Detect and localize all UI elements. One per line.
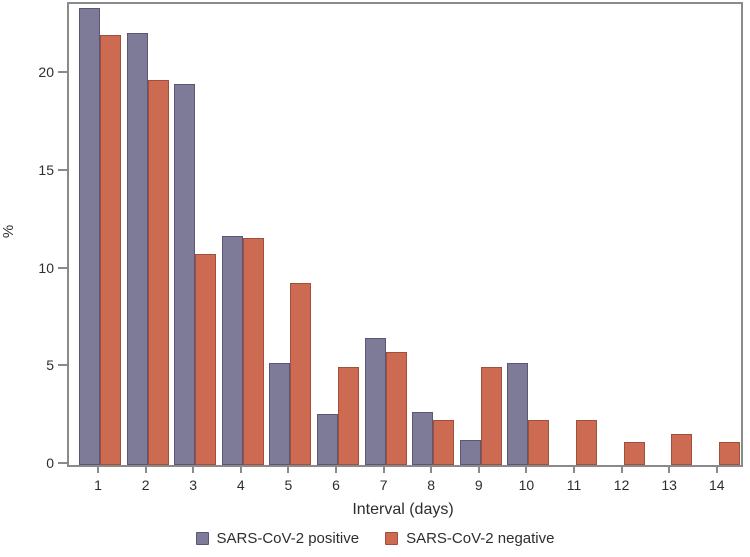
bar-negative-7: [385, 352, 407, 465]
x-tick-mark-1: [97, 465, 99, 473]
y-tick-label-0: 0: [46, 455, 54, 471]
plot-area: [67, 2, 743, 467]
bar-positive-4: [221, 236, 243, 465]
x-tick-mark-12: [620, 465, 623, 473]
bar-negative-6: [338, 367, 359, 465]
x-tick-mark-6: [335, 465, 337, 473]
y-tick-label-10: 10: [38, 259, 54, 276]
y-tick-mark-10: [58, 266, 67, 269]
y-tick-mark-20: [58, 71, 67, 74]
x-tick-label-11: 11: [566, 477, 582, 493]
bar-negative-13: [671, 434, 693, 465]
y-tick-mark-0: [58, 462, 67, 464]
bar-negative-9: [480, 367, 502, 465]
bar-negative-8: [433, 420, 455, 465]
x-tick-mark-7: [382, 465, 385, 473]
legend-label-positive: SARS-CoV-2 positive: [216, 530, 360, 547]
x-tick-label-5: 5: [284, 477, 293, 493]
bar-negative-12: [623, 442, 645, 465]
legend: SARS-CoV-2 positive SARS-CoV-2 negative: [0, 530, 750, 547]
x-tick-label-10: 10: [518, 477, 535, 493]
y-axis-title-text: %: [0, 224, 18, 238]
x-tick-mark-8: [430, 465, 433, 473]
x-tick-label-8: 8: [427, 477, 436, 493]
x-axis-title: Interval (days): [352, 501, 454, 518]
bar-positive-3: [174, 84, 196, 465]
bar-positive-7: [364, 338, 386, 465]
x-tick-mark-10: [525, 465, 528, 473]
x-tick-mark-11: [573, 465, 575, 473]
x-tick-mark-13: [668, 465, 671, 473]
x-tick-mark-14: [715, 465, 718, 473]
bar-negative-5: [290, 283, 312, 465]
y-tick-mark-5: [58, 364, 67, 367]
bar-positive-5: [269, 363, 291, 465]
x-tick-label-9: 9: [474, 477, 483, 493]
y-tick-label-5: 5: [46, 357, 54, 374]
x-tick-label-12: 12: [613, 477, 630, 493]
x-tick-mark-4: [239, 465, 242, 473]
bar-negative-4: [242, 238, 264, 465]
x-tick-label-6: 6: [332, 477, 340, 493]
x-tick-mark-5: [287, 465, 290, 473]
x-tick-mark-9: [477, 465, 480, 473]
bar-negative-2: [147, 80, 169, 465]
x-tick-label-1: 1: [94, 477, 102, 493]
y-axis-title: %: [0, 216, 21, 246]
bar-positive-8: [412, 412, 434, 465]
x-tick-label-13: 13: [661, 477, 677, 493]
bar-positive-9: [459, 440, 481, 465]
x-tick-label-4: 4: [236, 477, 245, 493]
y-tick-label-20: 20: [38, 64, 54, 81]
legend-label-negative: SARS-CoV-2 negative: [406, 530, 555, 547]
y-tick-mark-15: [58, 168, 67, 171]
legend-item-negative: SARS-CoV-2 negative: [385, 530, 554, 547]
legend-swatch-positive-icon: [195, 532, 209, 545]
x-tick-mark-2: [144, 465, 147, 473]
bar-negative-11: [576, 420, 597, 465]
x-tick-label-7: 7: [379, 477, 388, 493]
bar-positive-1: [79, 8, 100, 465]
x-tick-mark-3: [192, 465, 195, 473]
bar-positive-2: [126, 33, 148, 465]
bar-negative-3: [195, 254, 217, 465]
x-tick-label-14: 14: [709, 477, 725, 493]
legend-swatch-negative-icon: [385, 532, 399, 545]
bar-negative-14: [718, 442, 740, 465]
x-tick-label-2: 2: [141, 477, 150, 493]
bar-negative-1: [100, 35, 121, 465]
bar-positive-6: [317, 414, 338, 465]
x-tick-label-3: 3: [189, 477, 198, 493]
legend-item-positive: SARS-CoV-2 positive: [195, 530, 360, 547]
bar-negative-10: [528, 420, 550, 465]
bar-positive-10: [507, 363, 529, 465]
y-tick-label-15: 15: [38, 161, 54, 178]
